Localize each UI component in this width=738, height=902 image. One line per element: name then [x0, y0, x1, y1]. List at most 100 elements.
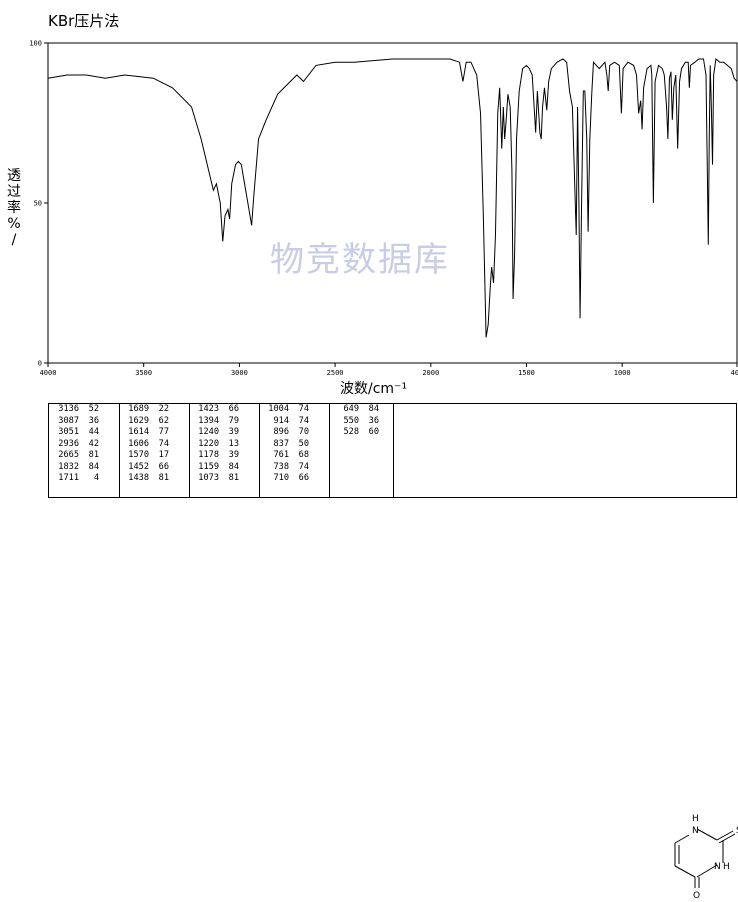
peak-transmittance: 74: [298, 404, 309, 414]
peak-wavenumber: 914: [273, 415, 289, 426]
peak-row: 1423 66: [189, 404, 259, 416]
peak-transmittance: 42: [88, 438, 99, 449]
peak-row: 1689 22: [119, 404, 189, 416]
peak-transmittance: 77: [158, 427, 169, 437]
molecule-structure: H N S N H O: [674, 814, 738, 901]
peak-transmittance: 79: [228, 415, 239, 426]
x-tick-label: 1500: [518, 369, 535, 377]
peak-row: 1452 66: [119, 462, 189, 474]
ir-spectrum-chart: 4000350030002500200015001000400050100: [29, 40, 738, 378]
peak-transmittance: 74: [298, 415, 309, 426]
peak-row: 1394 79: [189, 416, 259, 428]
atom-label-h-right: H: [723, 862, 730, 872]
peak-row: 761 68: [259, 450, 329, 462]
peak-row: 550 36: [329, 416, 393, 428]
peak-row: 896 70: [259, 427, 329, 439]
peak-row: 3087 36: [49, 416, 119, 428]
peak-transmittance: 66: [298, 473, 309, 483]
peak-wavenumber: 1073: [198, 473, 219, 483]
peak-transmittance: 17: [158, 450, 169, 460]
atom-label-n-right: N: [714, 862, 721, 872]
y-axis-label-char: /: [11, 232, 17, 248]
peak-transmittance: 70: [298, 427, 309, 437]
peak-wavenumber: 1614: [128, 427, 149, 437]
peak-row: 1178 39: [189, 450, 259, 462]
peak-row: 1240 39: [189, 427, 259, 439]
peak-wavenumber: 1423: [198, 404, 219, 414]
peak-transmittance: 74: [298, 461, 309, 472]
peak-wavenumber: 2936: [58, 438, 79, 449]
peak-wavenumber: 1832: [58, 461, 79, 472]
peak-wavenumber: 761: [273, 450, 289, 460]
peak-transmittance: 36: [88, 415, 99, 426]
atom-label-h-top: H: [692, 814, 699, 824]
plot-frame: [47, 42, 738, 364]
peak-table: 3136 52 3087 36 3051 44 2936 42 2665 81 1832 84 1711…: [48, 403, 738, 901]
peak-wavenumber: 1570: [128, 450, 149, 460]
peak-row: 2665 81: [49, 450, 119, 462]
peak-wavenumber: 3051: [58, 427, 79, 437]
peak-table-column: 1004 74 914 74 896 70 837 50 761 68 738 74 710 66: [259, 404, 330, 497]
x-tick-label: 4000: [40, 369, 57, 377]
peak-wavenumber: 837: [273, 438, 289, 449]
peak-transmittance: 50: [298, 438, 309, 449]
x-tick-label: 3000: [231, 369, 248, 377]
peak-wavenumber: 1220: [198, 438, 219, 449]
y-axis-label-char: 率: [7, 200, 21, 216]
peak-table-column: 3136 52 3087 36 3051 44 2936 42 2665 81 1832 84 1711…: [49, 404, 120, 497]
peak-transmittance: 62: [158, 415, 169, 426]
x-tick-label: 1000: [614, 369, 631, 377]
x-tick-label: 400: [731, 369, 738, 377]
peak-row: 1570 17: [119, 450, 189, 462]
peak-wavenumber: 3087: [58, 415, 79, 426]
y-tick-label: 50: [34, 200, 42, 208]
peak-transmittance: 60: [368, 427, 379, 437]
x-tick-label: 3500: [135, 369, 152, 377]
peak-wavenumber: 896: [273, 427, 289, 437]
x-tick-label: 2000: [422, 369, 439, 377]
peak-wavenumber: 1438: [128, 473, 149, 483]
peak-row: 738 74: [259, 462, 329, 474]
peak-wavenumber: 1606: [128, 438, 149, 449]
peak-transmittance: 81: [158, 473, 169, 483]
peak-row: 1004 74: [259, 404, 329, 416]
peak-transmittance: 4: [93, 473, 99, 483]
page-title: KBr压片法: [48, 12, 120, 30]
y-axis-label-char: %: [7, 216, 21, 232]
peak-wavenumber: 649: [343, 404, 359, 414]
peak-wavenumber: 738: [273, 461, 289, 472]
peak-wavenumber: 1452: [128, 461, 149, 472]
peak-wavenumber: 1004: [268, 404, 289, 414]
peak-transmittance: 22: [158, 404, 169, 414]
peak-transmittance: 52: [88, 404, 99, 414]
peak-row: 2936 42: [49, 439, 119, 451]
peak-row: 528 60: [329, 427, 393, 439]
y-axis-label-char: 过: [7, 184, 21, 200]
peak-wavenumber: 2665: [58, 450, 79, 460]
peak-transmittance: 81: [228, 473, 239, 483]
peak-row: 649 84: [329, 404, 393, 416]
peak-row: 1614 77: [119, 427, 189, 439]
peak-transmittance: 84: [88, 461, 99, 472]
peak-wavenumber: 1394: [198, 415, 219, 426]
peak-transmittance: 81: [88, 450, 99, 460]
peak-row: 1629 62: [119, 416, 189, 428]
peak-row: 1159 84: [189, 462, 259, 474]
peak-table-column: 1689 22 1629 62 1614 77 1606 74 1570 17 1452 66 1438…: [119, 404, 190, 497]
peak-row: 1832 84: [49, 462, 119, 474]
peak-wavenumber: 1689: [128, 404, 149, 414]
peak-transmittance: 68: [298, 450, 309, 460]
y-axis-label-char: 透: [7, 168, 21, 184]
peak-wavenumber: 3136: [58, 404, 79, 414]
peak-row: 1073 81: [189, 473, 259, 485]
peak-transmittance: 74: [158, 438, 169, 449]
peak-row: 914 74: [259, 416, 329, 428]
peak-transmittance: 13: [228, 438, 239, 449]
peak-transmittance: 84: [368, 404, 379, 414]
axis-ticks: 4000350030002500200015001000400050100: [29, 40, 738, 378]
y-tick-label: 0: [38, 360, 42, 368]
peak-wavenumber: 1711: [58, 473, 79, 483]
peak-wavenumber: 1178: [198, 450, 219, 460]
spectrum-line: [47, 58, 738, 338]
atom-label-o: O: [693, 891, 700, 901]
